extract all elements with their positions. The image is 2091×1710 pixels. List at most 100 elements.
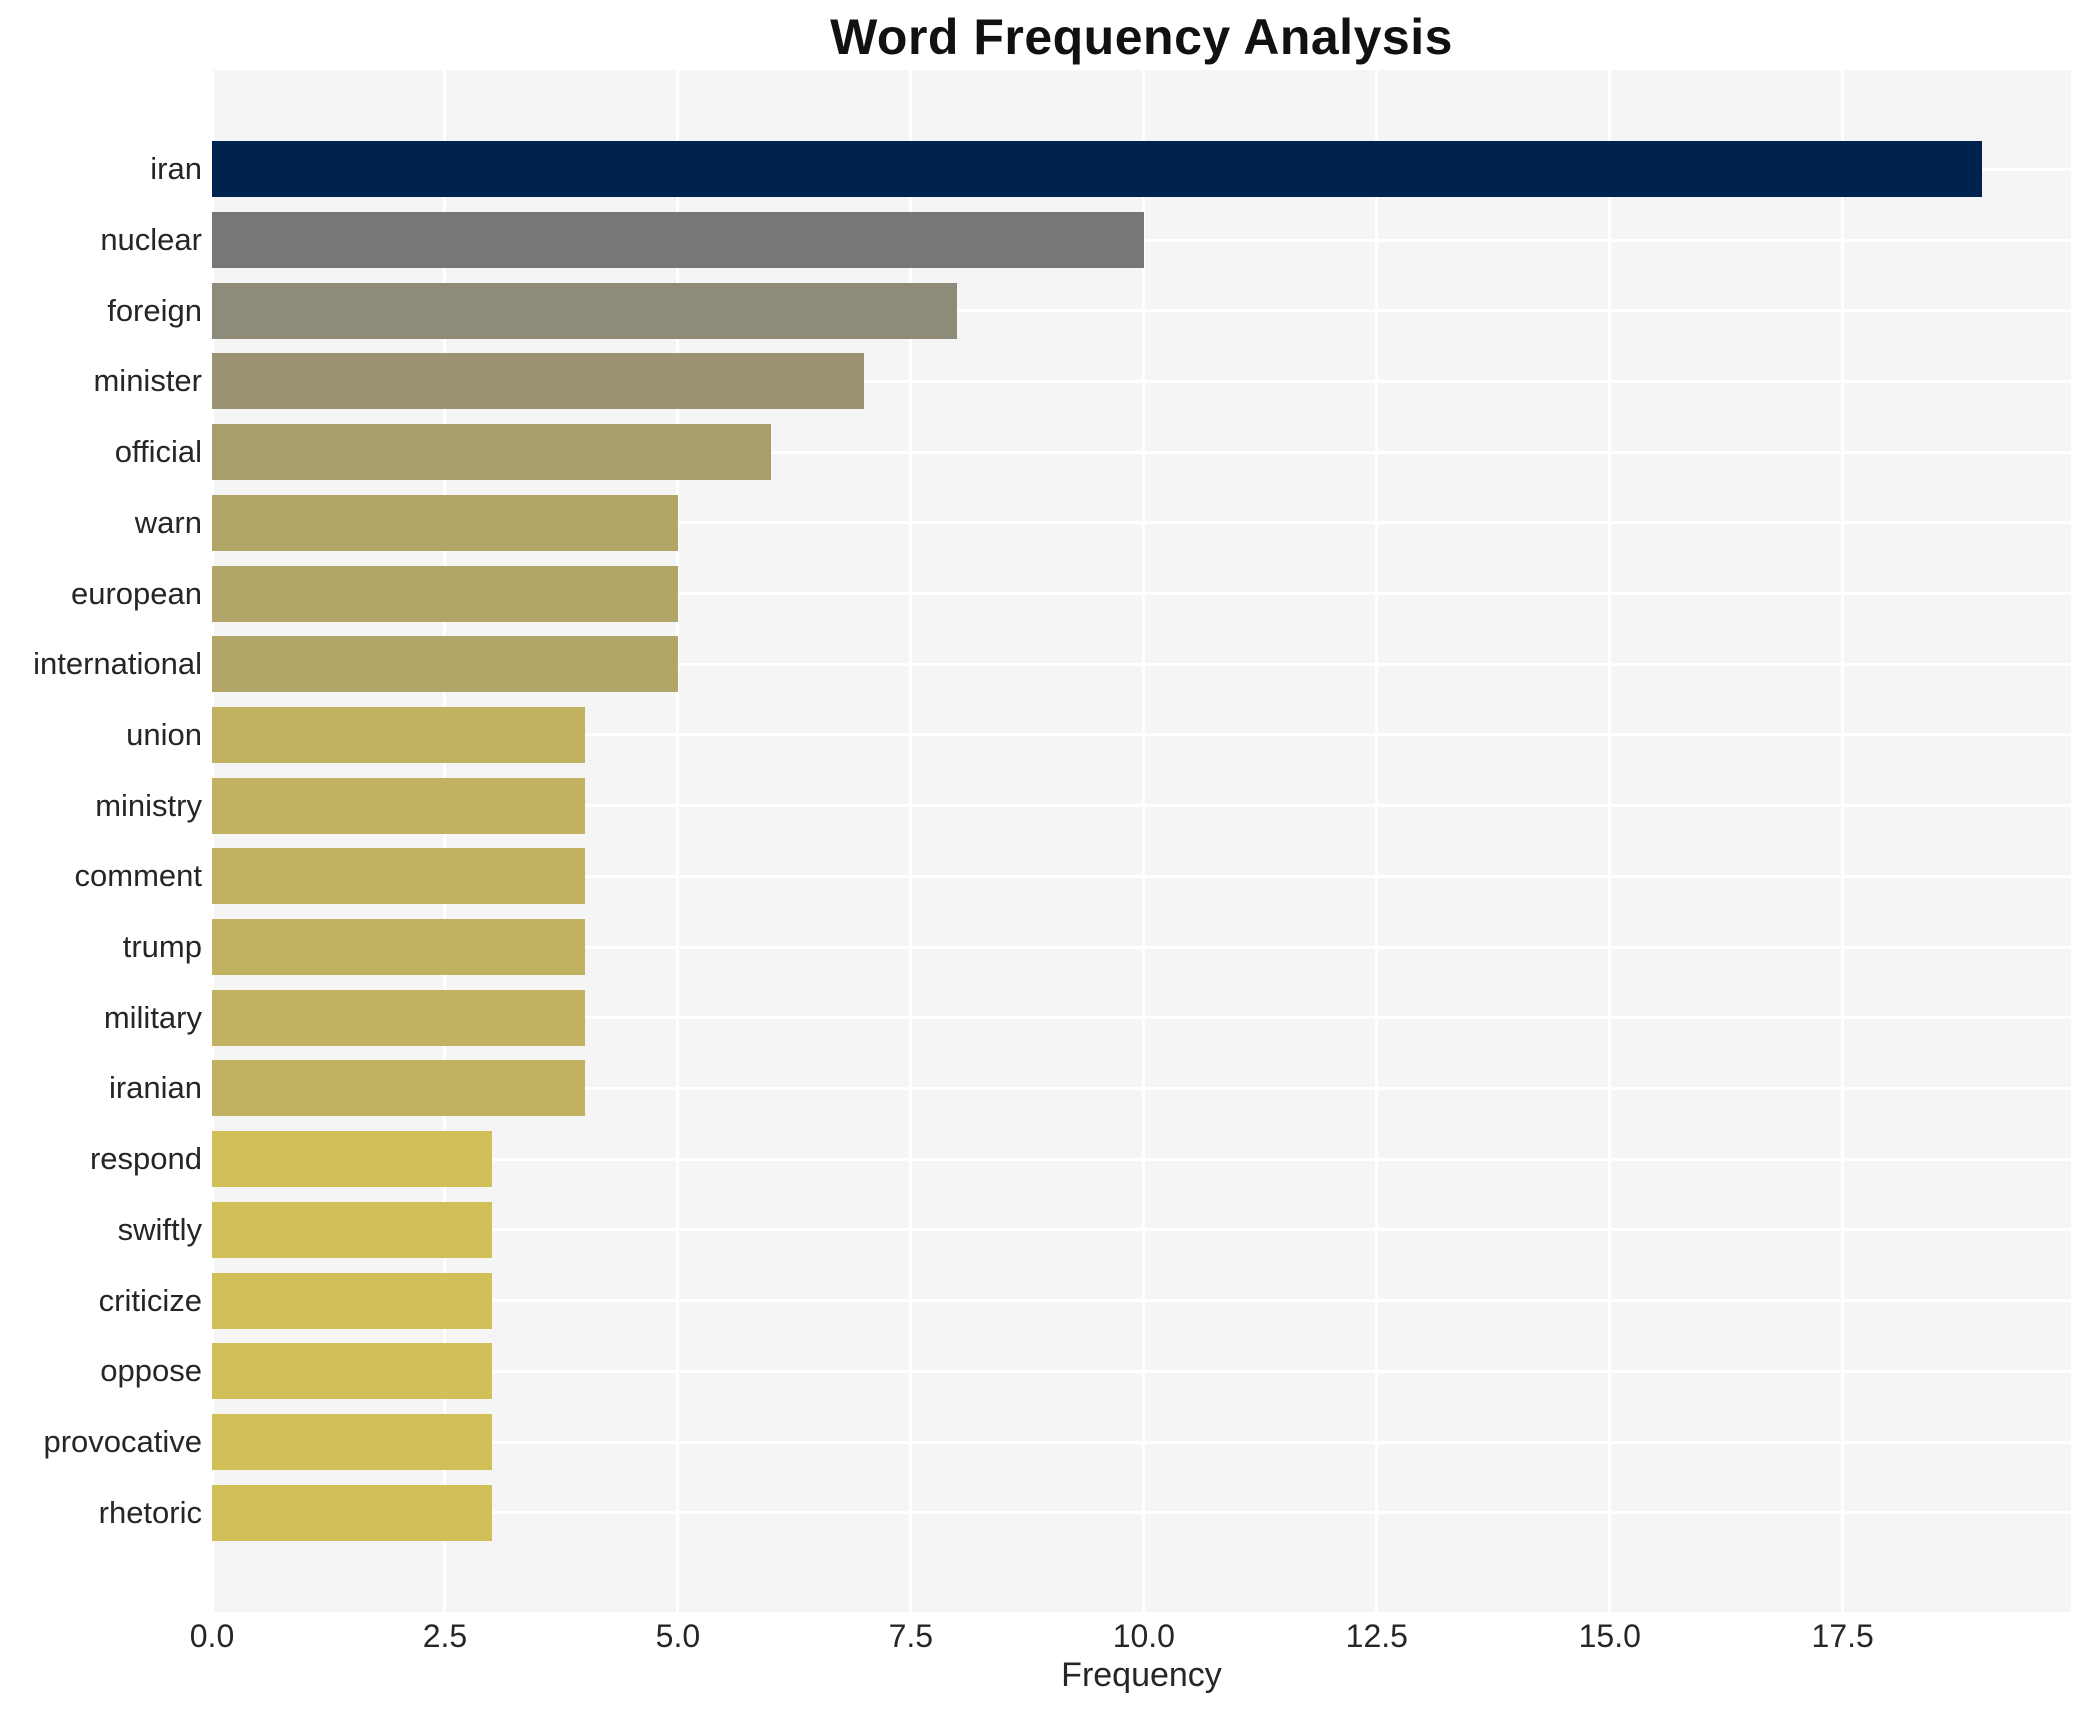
chart-title: Word Frequency Analysis: [830, 9, 1453, 65]
bar-trump: [212, 919, 585, 976]
bar-row: [212, 134, 2071, 205]
y-tick-label-criticize: criticize: [98, 1282, 202, 1318]
y-tick-label-trump: trump: [122, 929, 202, 965]
x-tick-label-5.0: 5.0: [655, 1618, 701, 1654]
bar-criticize: [212, 1272, 492, 1329]
y-tick-label-european: european: [70, 575, 202, 611]
vertical-gridline: [909, 70, 913, 1612]
y-tick-label-iran: iran: [150, 151, 202, 187]
bar-row: [212, 770, 2071, 841]
y-tick-label-union: union: [126, 716, 202, 752]
bar-foreign: [212, 282, 958, 339]
bar-row: [212, 982, 2071, 1053]
horizontal-gridline: [212, 1157, 2071, 1161]
bar-row: [212, 700, 2071, 771]
x-tick-label-0.0: 0.0: [189, 1618, 235, 1654]
horizontal-gridline: [212, 521, 2071, 525]
y-tick-label-iranian: iranian: [108, 1070, 202, 1106]
horizontal-gridline: [212, 1086, 2071, 1090]
bar-row: [212, 1407, 2071, 1478]
bar-row: [212, 912, 2071, 983]
bar-row: [212, 275, 2071, 346]
y-tick-label-ministry: ministry: [95, 787, 202, 823]
bar-iranian: [212, 1060, 585, 1117]
vertical-gridline: [1608, 70, 1612, 1612]
y-tick-label-foreign: foreign: [107, 292, 202, 328]
y-tick-label-respond: respond: [89, 1141, 202, 1177]
bar-oppose: [212, 1343, 492, 1400]
horizontal-gridline: [212, 662, 2071, 666]
x-tick-label-12.5: 12.5: [1345, 1618, 1408, 1654]
horizontal-gridline: [212, 733, 2071, 737]
bar-nuclear: [212, 212, 1144, 269]
bar-official: [212, 424, 772, 481]
horizontal-gridline: [212, 1228, 2071, 1232]
horizontal-gridline: [212, 874, 2071, 878]
vertical-gridline: [1142, 70, 1146, 1612]
y-tick-label-official: official: [114, 434, 202, 470]
bar-row: [212, 1477, 2071, 1548]
bar-ministry: [212, 777, 585, 834]
y-tick-label-comment: comment: [74, 858, 202, 894]
bar-warn: [212, 494, 678, 551]
bar-rhetoric: [212, 1484, 492, 1541]
bar-row: [212, 1053, 2071, 1124]
bar-row: [212, 488, 2071, 559]
bar-row: [212, 1265, 2071, 1336]
x-tick-label-2.5: 2.5: [422, 1618, 468, 1654]
bar-row: [212, 841, 2071, 912]
bar-row: [212, 1195, 2071, 1266]
bar-international: [212, 636, 678, 693]
bar-row: [212, 417, 2071, 488]
y-tick-label-oppose: oppose: [100, 1353, 202, 1389]
x-axis-title: Frequency: [1061, 1656, 1222, 1694]
x-tick-label-17.5: 17.5: [1811, 1618, 1874, 1654]
bar-iran: [212, 141, 1983, 198]
bar-swiftly: [212, 1201, 492, 1258]
bar-row: [212, 205, 2071, 276]
bar-comment: [212, 848, 585, 905]
vertical-gridline: [1375, 70, 1379, 1612]
horizontal-gridline: [212, 945, 2071, 949]
y-tick-label-provocative: provocative: [43, 1424, 202, 1459]
bar-military: [212, 989, 585, 1046]
vertical-gridline: [210, 70, 214, 1612]
y-tick-label-rhetoric: rhetoric: [98, 1494, 202, 1530]
vertical-gridline: [676, 70, 680, 1612]
vertical-gridline: [443, 70, 447, 1612]
bar-respond: [212, 1131, 492, 1188]
plot-area: [210, 70, 2071, 1612]
horizontal-gridline: [212, 1016, 2071, 1020]
bar-row: [212, 1336, 2071, 1407]
x-tick-label-7.5: 7.5: [888, 1618, 934, 1654]
y-tick-label-international: international: [33, 646, 202, 682]
y-tick-label-nuclear: nuclear: [100, 222, 202, 258]
bar-provocative: [212, 1414, 492, 1470]
bar-row: [212, 346, 2071, 417]
y-axis-labels: iran nuclear foreign minister official warn eu…: [0, 134, 202, 1548]
y-tick-label-minister: minister: [93, 363, 202, 399]
bars-container: [212, 134, 2071, 1548]
vertical-gridline: [1841, 70, 1845, 1612]
horizontal-gridline: [212, 1369, 2071, 1373]
y-tick-label-warn: warn: [134, 504, 202, 540]
bar-row: [212, 1124, 2071, 1195]
bar-row: [212, 558, 2071, 629]
horizontal-gridline: [212, 309, 2071, 313]
horizontal-gridline: [212, 1511, 2071, 1515]
bar-row: [212, 629, 2071, 700]
bar-european: [212, 565, 678, 622]
horizontal-gridline: [212, 592, 2071, 596]
bar-minister: [212, 353, 865, 410]
horizontal-gridline: [212, 804, 2071, 808]
bar-union: [212, 706, 585, 763]
horizontal-gridline: [212, 1299, 2071, 1303]
y-tick-label-military: military: [103, 999, 202, 1035]
x-tick-label-10.0: 10.0: [1112, 1618, 1175, 1654]
x-tick-label-15.0: 15.0: [1578, 1618, 1641, 1654]
horizontal-gridline: [212, 1440, 2071, 1444]
horizontal-gridline: [212, 450, 2071, 454]
horizontal-gridline: [212, 379, 2071, 383]
y-tick-label-swiftly: swiftly: [117, 1211, 202, 1247]
